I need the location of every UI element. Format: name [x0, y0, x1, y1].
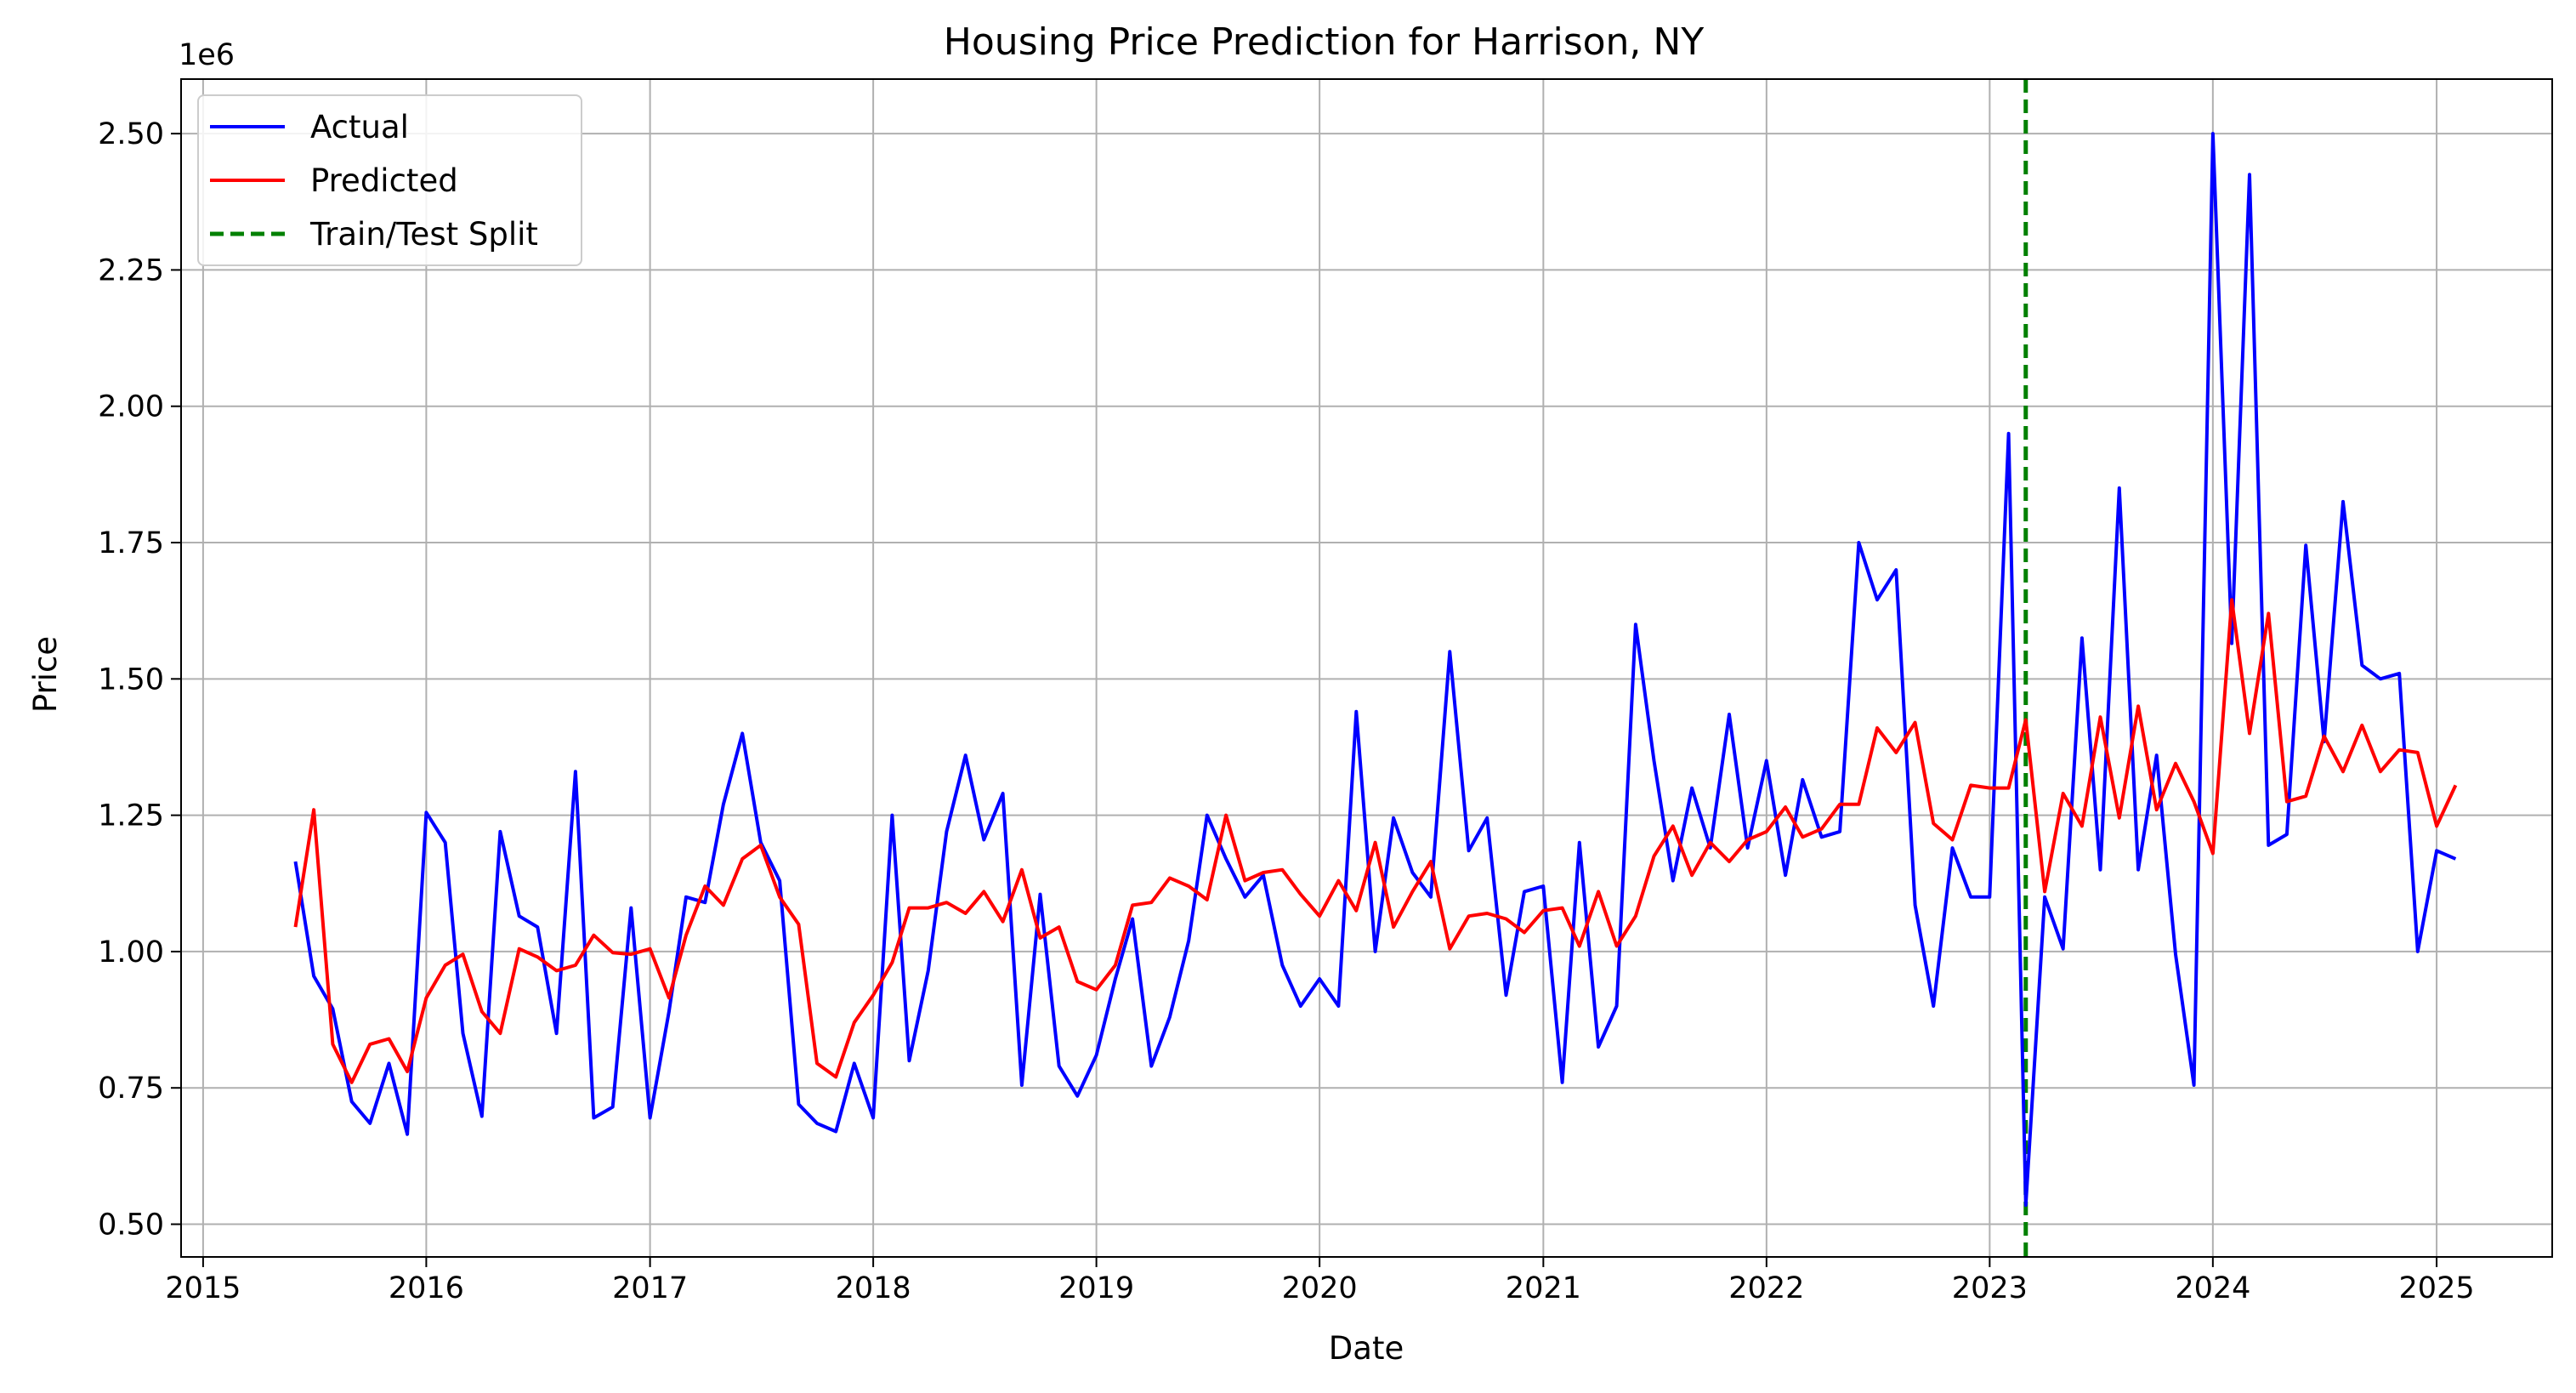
y-axis-label: Price	[27, 636, 64, 713]
y-tick-label: 1.75	[98, 526, 164, 560]
y-tick-label: 1.25	[98, 799, 164, 833]
series-line-actual	[293, 132, 2457, 1208]
y-tick-label: 2.50	[98, 117, 164, 151]
y-tick-label: 2.25	[98, 253, 164, 287]
legend: Actual Predicted Train/Test Split	[197, 94, 582, 266]
x-tick-label: 2016	[389, 1271, 464, 1305]
legend-label-predicted: Predicted	[310, 162, 458, 199]
x-axis-label: Date	[1329, 1330, 1404, 1367]
x-tick-label: 2025	[2399, 1271, 2475, 1305]
y-tick-label: 1.50	[98, 662, 164, 696]
series-line-predicted	[293, 598, 2458, 1084]
x-tick-label: 2019	[1058, 1271, 1134, 1305]
x-tick-label: 2017	[612, 1271, 688, 1305]
x-tick-label: 2023	[1952, 1271, 2028, 1305]
x-tick-label: 2018	[836, 1271, 911, 1305]
chart-title: Housing Price Prediction for Harrison, N…	[944, 20, 1705, 64]
y-tick-label: 1.00	[98, 935, 164, 969]
legend-box	[197, 94, 582, 266]
x-axis-ticks: 2015 2016 2017 2018 2019 2020 2021 2022 2023 2024…	[165, 1257, 2475, 1305]
grid-lines	[181, 79, 2552, 1257]
x-tick-label: 2024	[2175, 1271, 2250, 1305]
x-tick-label: 2015	[165, 1271, 241, 1305]
y-tick-label: 0.75	[98, 1072, 164, 1106]
legend-label-split: Train/Test Split	[309, 216, 538, 253]
x-tick-label: 2021	[1506, 1271, 1581, 1305]
plot-area	[180, 78, 2553, 1258]
legend-label-actual: Actual	[310, 109, 409, 145]
y-tick-label: 2.00	[98, 390, 164, 424]
y-tick-label: 0.50	[98, 1208, 164, 1242]
series-lines	[293, 132, 2458, 1208]
y-axis-ticks: 0.50 0.75 1.00 1.25 1.50 1.75 2.00 2.25 2.50	[98, 117, 181, 1242]
x-tick-label: 2020	[1282, 1271, 1358, 1305]
x-tick-label: 2022	[1728, 1271, 1804, 1305]
y-offset-label: 1e6	[179, 38, 235, 72]
